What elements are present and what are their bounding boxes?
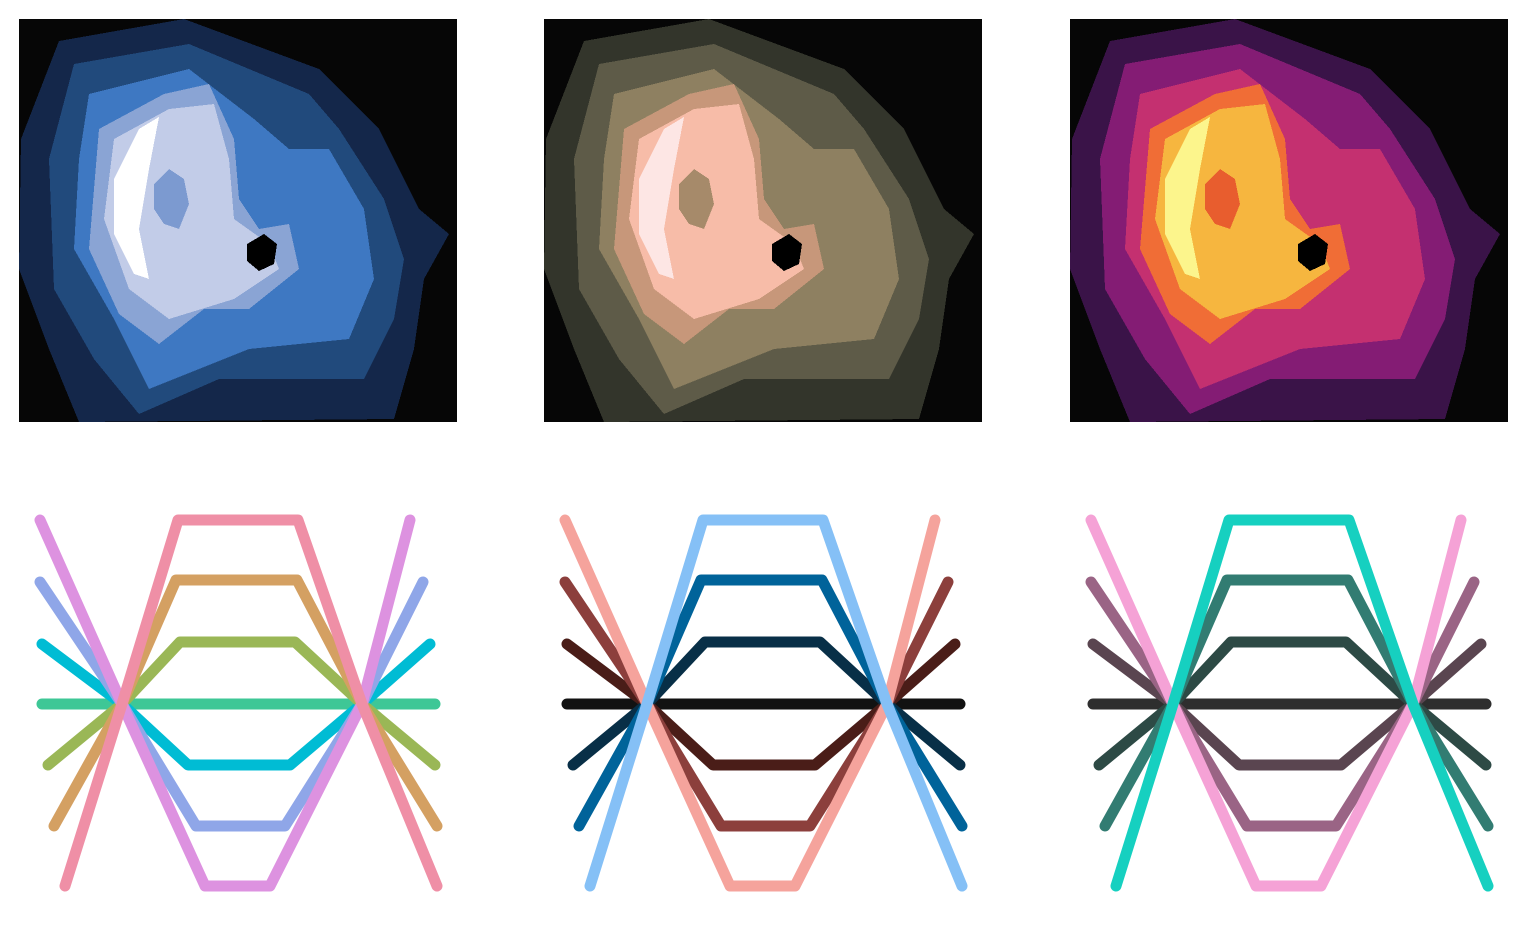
heatmap-level-7 (679, 169, 714, 229)
series-line-6 (559, 514, 941, 892)
heatmap-image (19, 19, 449, 422)
heatmap-panel-magma (1070, 19, 1508, 422)
heatmap-image (544, 19, 974, 422)
heatmap-level-6 (1165, 117, 1210, 279)
heatmap-level-7 (154, 169, 189, 229)
heatmap-level-6 (639, 117, 684, 279)
series-line-6 (1085, 514, 1467, 892)
series-line-6 (34, 514, 416, 892)
heatmap-level-6 (114, 117, 159, 279)
line-panel-pastel (0, 480, 500, 920)
series-line-7 (1110, 514, 1494, 892)
series-line-7 (59, 514, 443, 892)
heatmap-panel-blue (19, 19, 457, 422)
heatmap-image (1070, 19, 1500, 422)
line-plot (1085, 514, 1494, 892)
heatmap-level-8 (1298, 234, 1328, 271)
heatmap-panel-copper (544, 19, 982, 422)
heatmap-level-7 (1205, 169, 1240, 229)
line-panel-dark (525, 480, 1025, 920)
line-plot (34, 514, 443, 892)
series-line-7 (584, 514, 968, 892)
line-plot (559, 514, 968, 892)
heatmap-level-8 (247, 234, 277, 271)
heatmap-level-8 (772, 234, 802, 271)
line-panel-teal (1051, 480, 1526, 920)
